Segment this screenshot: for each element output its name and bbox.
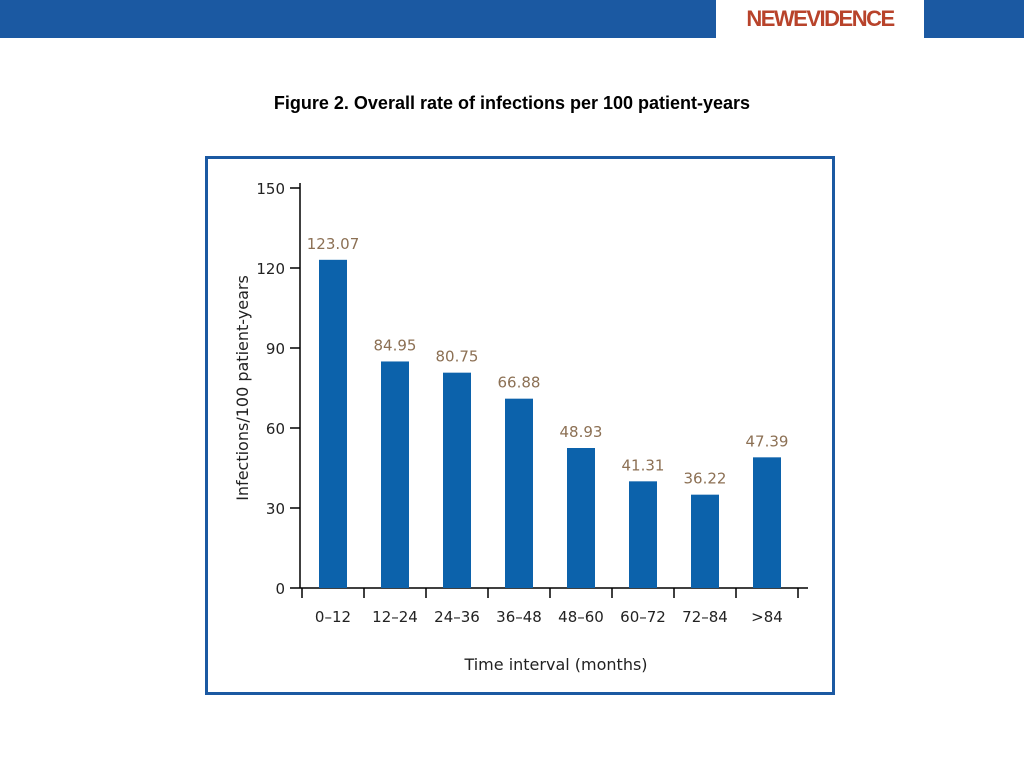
chart-frame: 0 30 60 90 120 150 123.07 0–12 84.95 12–24 80.75 24… [205, 156, 835, 695]
y-tick-label: 120 [256, 260, 285, 278]
page-title: Figure 2. Overall rate of infections per… [273, 93, 751, 113]
x-tick-label-5: 60–72 [620, 608, 666, 626]
data-label-0: 123.07 [307, 235, 360, 253]
y-tick-label: 0 [275, 580, 285, 598]
x-tick-label-2: 24–36 [434, 608, 480, 626]
bar-2 [443, 372, 471, 588]
bar-3 [505, 398, 533, 588]
bar-4 [567, 448, 595, 588]
x-tick-label-3: 36–48 [496, 608, 542, 626]
x-tick-label-0: 0–12 [315, 608, 351, 626]
data-label-3: 66.88 [498, 374, 541, 392]
y-tick-label: 150 [256, 180, 285, 198]
x-tick-label-4: 48–60 [558, 608, 604, 626]
logo-text: NEWEVIDENCE [746, 6, 895, 31]
x-axis-title: Time interval (months) [463, 655, 647, 674]
data-label-1: 84.95 [374, 336, 417, 354]
bar-5 [629, 481, 657, 588]
data-label-7: 47.39 [746, 432, 789, 450]
bar-1 [381, 361, 409, 588]
bar-7 [753, 457, 781, 588]
y-tick-label: 90 [266, 340, 285, 358]
logo: NEWEVIDENCE [716, 0, 924, 38]
bar-0 [319, 259, 347, 588]
data-label-5: 41.31 [622, 456, 665, 474]
bar-6 [691, 494, 719, 588]
x-tick-label-6: 72–84 [682, 608, 728, 626]
x-tick-label-7: >84 [751, 608, 783, 626]
y-tick-label: 60 [266, 420, 285, 438]
bar-chart: 0 30 60 90 120 150 123.07 0–12 84.95 12–24 80.75 24… [233, 180, 808, 674]
data-label-6: 36.22 [684, 470, 727, 488]
x-tick-label-1: 12–24 [372, 608, 418, 626]
data-label-2: 80.75 [436, 348, 479, 366]
data-label-4: 48.93 [560, 423, 603, 441]
y-tick-label: 30 [266, 500, 285, 518]
y-axis-title: Infections/100 patient-years [233, 275, 252, 501]
